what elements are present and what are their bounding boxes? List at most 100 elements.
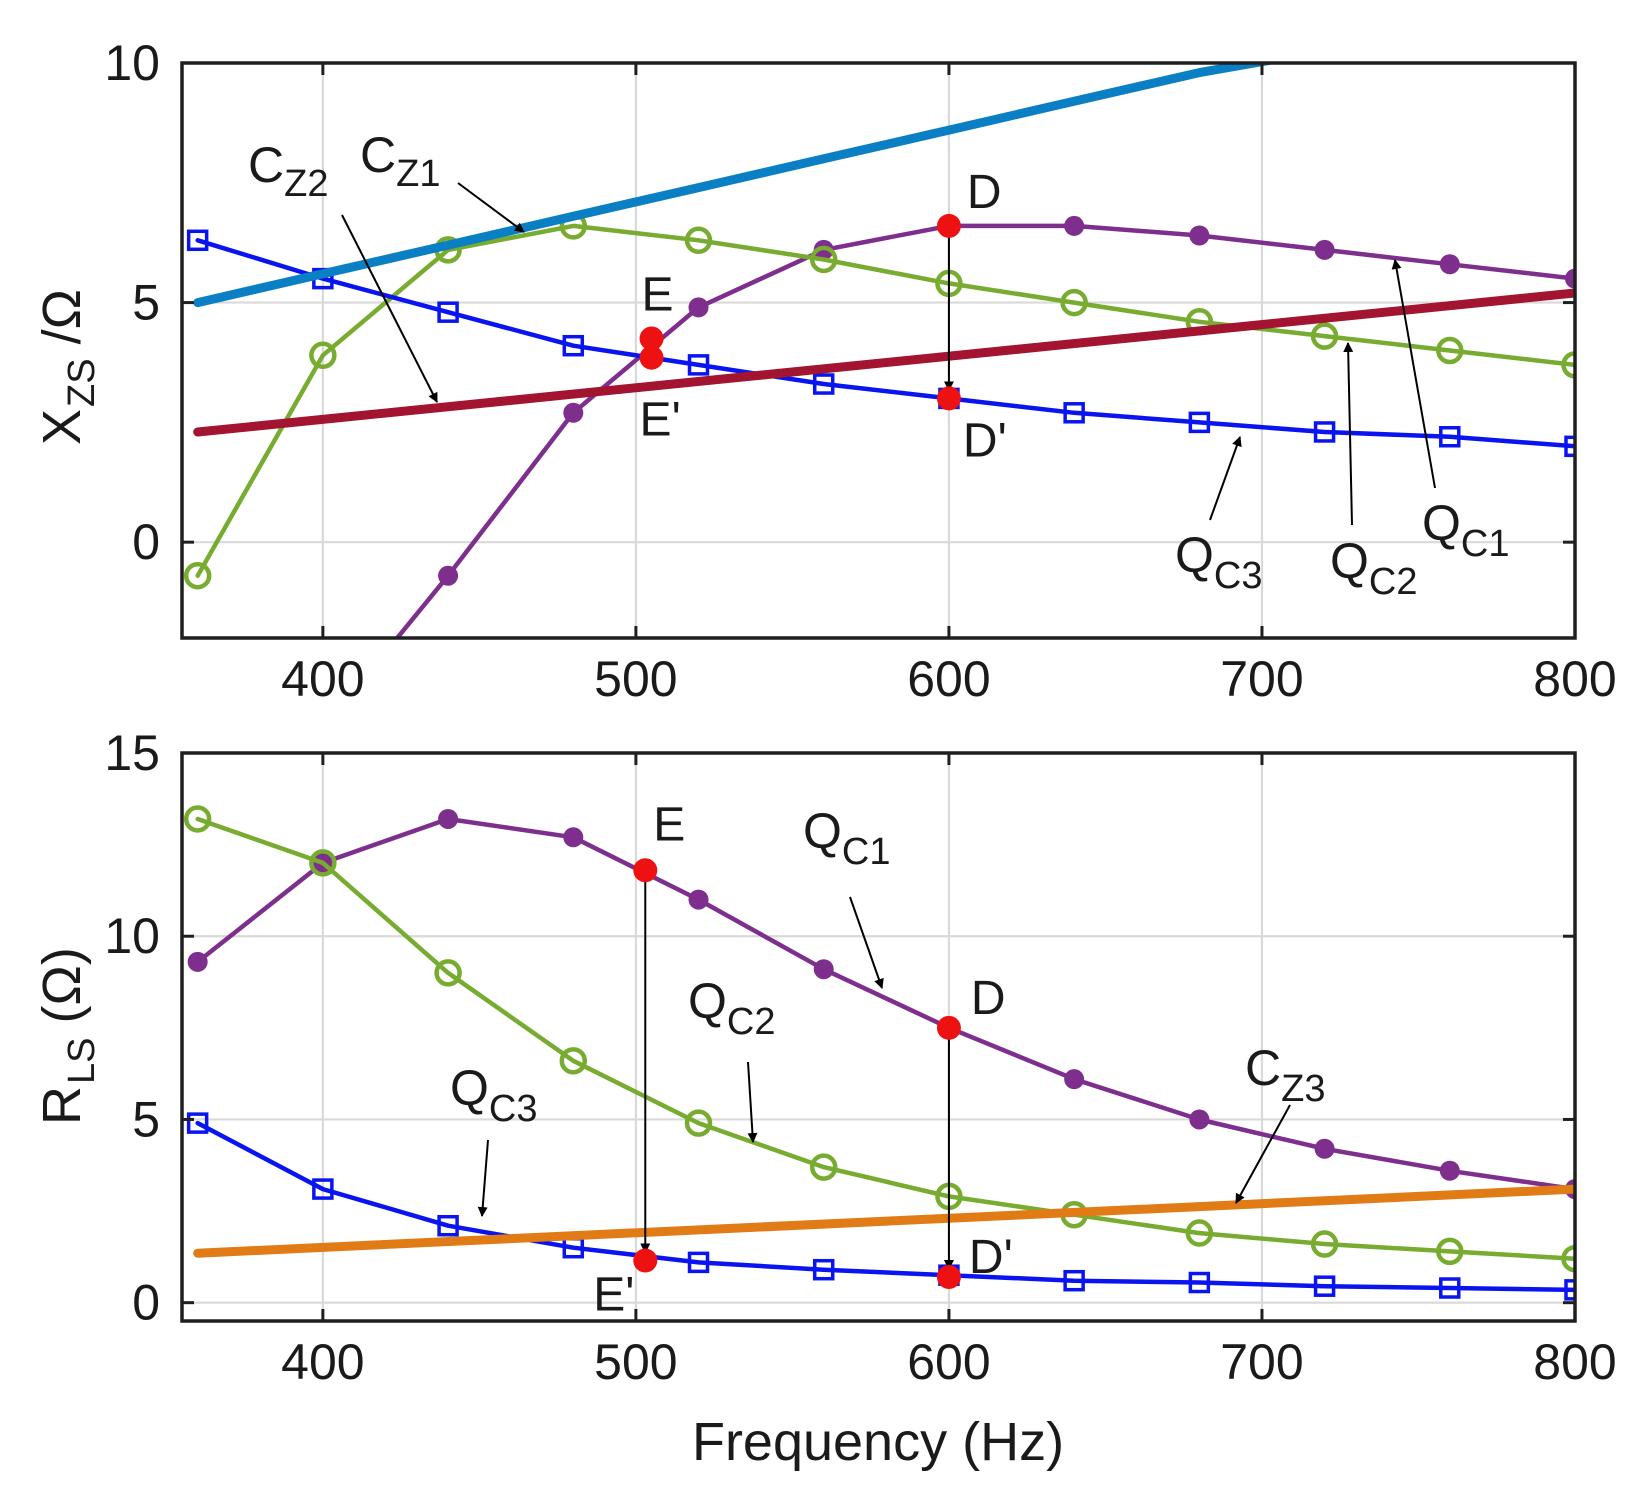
top-panel: D D' E E' 400 500 600 700 800 0 5 10 XZS/Ω CZ1 CZ2… xyxy=(32,35,1617,768)
bottom-point-label-d: D xyxy=(971,972,1006,1025)
top-point-e-prime xyxy=(639,345,664,370)
bottom-point-d xyxy=(936,1015,961,1040)
top-qc1-marker xyxy=(563,402,584,423)
top-series-line-qc3 xyxy=(195,238,1575,449)
bottom-qc2-marker xyxy=(1436,1237,1464,1266)
top-series-line-qc1 xyxy=(394,223,1575,638)
top-qc1-marker xyxy=(313,719,333,739)
top-qc3-marker xyxy=(687,354,710,376)
top-series-line-qc2 xyxy=(195,223,1575,578)
bottom-qc2-marker xyxy=(684,1109,713,1137)
top-plot-frame xyxy=(180,61,1577,640)
bottom-point-d-prime xyxy=(936,1265,961,1290)
bottom-qc2-marker xyxy=(1310,1230,1339,1258)
bottom-arrow-cz3 xyxy=(1235,1104,1291,1204)
bottom-ylabel: RLS(Ω) xyxy=(32,947,103,1125)
top-annotation-qc2: QC2 xyxy=(1330,533,1417,603)
bottom-series-line-qc1 xyxy=(195,816,1575,1192)
top-point-label-d-prime: D' xyxy=(963,414,1007,467)
bottom-point-label-d-prime: D' xyxy=(969,1231,1013,1284)
bottom-qc3-marker xyxy=(687,1251,710,1274)
bottom-qc2-marker xyxy=(183,805,212,833)
top-qc3-marker xyxy=(812,373,835,395)
top-ytick-label: 0 xyxy=(132,514,160,570)
bottom-qc2-marker xyxy=(309,849,337,877)
bottom-qc2-marker xyxy=(1561,1244,1575,1273)
bottom-panel: E E' D D' 400 500 600 700 800 0 5 10 15 RLS(Ω) Freq… xyxy=(32,725,1617,1472)
bottom-annotation-qc2: QC2 xyxy=(688,973,775,1043)
top-qc3-marker xyxy=(186,229,209,252)
top-qc2-marker xyxy=(1310,322,1339,350)
bottom-xtick-label: 600 xyxy=(907,1334,990,1390)
top-point-d-prime xyxy=(936,386,961,411)
top-qc2-marker xyxy=(684,226,713,255)
bottom-qc3-marker xyxy=(437,1214,459,1237)
top-point-d xyxy=(936,213,961,238)
bottom-points: E E' D D' xyxy=(593,798,1012,1321)
bottom-xtick-label: 700 xyxy=(1220,1334,1303,1390)
top-qc1-marker xyxy=(1189,225,1210,246)
bottom-qc2-marker xyxy=(434,959,462,987)
top-arrow-qc2 xyxy=(1343,342,1354,526)
top-annotation-cz2: CZ2 xyxy=(248,137,328,205)
top-qc2-marker xyxy=(183,561,212,590)
bottom-point-label-e-prime: E' xyxy=(593,1269,634,1322)
top-qc3-marker xyxy=(562,334,585,357)
bottom-qc2-marker xyxy=(1185,1219,1214,1247)
bottom-xlabel: Frequency (Hz) xyxy=(692,1412,1064,1472)
bottom-qc3-marker xyxy=(1564,1279,1575,1301)
top-qc1-marker xyxy=(188,748,208,768)
top-qc2-marker xyxy=(809,245,838,274)
top-annotation-qc3: QC3 xyxy=(1175,527,1262,597)
bottom-qc2-marker xyxy=(559,1047,588,1075)
top-qc1-marker xyxy=(1439,254,1460,275)
bottom-qc3-marker xyxy=(1439,1277,1461,1299)
top-qc3-marker xyxy=(437,301,459,323)
top-qc2-marker xyxy=(1436,336,1464,365)
bottom-arrow-qc3 xyxy=(477,1139,489,1217)
top-ytick-label: 5 xyxy=(132,275,160,331)
top-point-label-e-prime: E' xyxy=(640,394,681,447)
top-qc1-marker xyxy=(688,297,709,318)
bottom-qc1-marker xyxy=(813,959,834,980)
top-qc3-marker xyxy=(1313,421,1336,443)
top-qc1-marker xyxy=(438,565,459,586)
top-qc3-marker xyxy=(1564,435,1575,458)
bottom-plot-frame xyxy=(180,751,1577,1323)
bottom-ytick-label: 0 xyxy=(132,1275,160,1331)
bottom-ytick-label: 5 xyxy=(132,1091,160,1147)
top-qc1-marker xyxy=(1064,215,1085,236)
top-xtick-label: 800 xyxy=(1533,651,1616,707)
bottom-series xyxy=(183,805,1575,1301)
bottom-series-line-qc2 xyxy=(195,816,1575,1261)
top-qc2-marker xyxy=(309,341,337,370)
top-qc1-marker xyxy=(1314,239,1335,260)
bottom-qc1-marker xyxy=(1189,1109,1210,1130)
top-xtick-label: 600 xyxy=(907,651,990,707)
top-point-label-d: D xyxy=(967,166,1002,219)
bottom-qc3-marker xyxy=(812,1258,835,1281)
bottom-qc3-marker xyxy=(1313,1275,1336,1297)
top-xtick-label: 400 xyxy=(281,651,364,707)
top-ticks: 400 500 600 700 800 0 5 10 xyxy=(104,35,1616,707)
top-qc2-marker xyxy=(1561,351,1575,379)
top-series-line-cz1 xyxy=(193,63,1281,308)
bottom-qc1-marker xyxy=(1064,1069,1085,1090)
bottom-qc3-marker xyxy=(1063,1269,1085,1292)
top-ylabel: XZS/Ω xyxy=(32,289,103,445)
top-annotation-qc1: QC1 xyxy=(1422,495,1509,565)
bottom-qc3-marker xyxy=(186,1112,209,1134)
bottom-qc2-marker xyxy=(809,1153,838,1181)
bottom-qc1-marker xyxy=(1314,1138,1335,1159)
bottom-xtick-label: 500 xyxy=(594,1334,677,1390)
top-annotation-cz1: CZ1 xyxy=(360,127,440,195)
bottom-ytick-label: 10 xyxy=(104,908,160,964)
top-series-line-cz2 xyxy=(193,288,1575,437)
bottom-qc1-marker xyxy=(438,808,459,829)
top-qc3-marker xyxy=(1063,402,1085,424)
bottom-annotation-qc3: QC3 xyxy=(450,1060,537,1130)
top-point-label-e: E xyxy=(642,269,674,322)
top-point-e xyxy=(639,326,664,351)
top-arrow-qc3 xyxy=(1209,436,1242,521)
bottom-qc3-marker xyxy=(312,1178,334,1200)
